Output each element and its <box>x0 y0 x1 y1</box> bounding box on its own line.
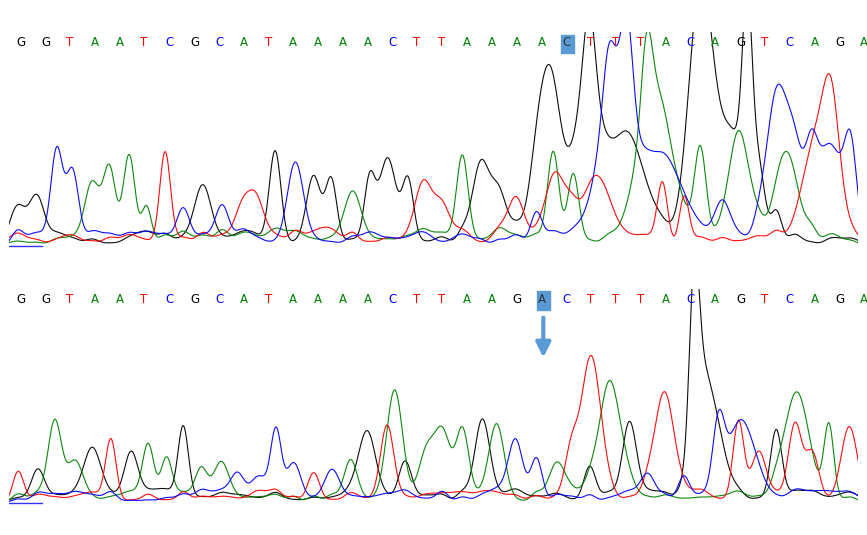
Text: A: A <box>364 36 372 49</box>
Text: A: A <box>711 293 720 306</box>
Text: A: A <box>240 36 248 49</box>
Text: A: A <box>314 36 323 49</box>
Text: A: A <box>463 36 471 49</box>
Bar <box>561 35 575 53</box>
Text: A: A <box>811 36 818 49</box>
Text: A: A <box>115 293 124 306</box>
Text: A: A <box>860 36 867 49</box>
Text: T: T <box>414 36 420 49</box>
Text: T: T <box>612 36 619 49</box>
Text: C: C <box>786 293 794 306</box>
Text: A: A <box>91 36 99 49</box>
Text: A: A <box>811 293 818 306</box>
Text: A: A <box>662 36 669 49</box>
Text: G: G <box>736 293 745 306</box>
Text: T: T <box>438 293 446 306</box>
Text: G: G <box>736 36 745 49</box>
Text: A: A <box>538 36 545 49</box>
Text: C: C <box>166 293 173 306</box>
Text: A: A <box>115 36 124 49</box>
Text: T: T <box>264 293 271 306</box>
Text: G: G <box>835 293 844 306</box>
Text: A: A <box>91 293 99 306</box>
Text: A: A <box>463 293 471 306</box>
Text: T: T <box>140 36 147 49</box>
Text: T: T <box>414 293 420 306</box>
Text: C: C <box>786 36 794 49</box>
Text: A: A <box>290 36 297 49</box>
Bar <box>537 292 550 310</box>
Text: T: T <box>761 293 768 306</box>
Text: C: C <box>687 36 694 49</box>
Text: A: A <box>662 293 669 306</box>
Text: A: A <box>538 293 545 306</box>
Text: G: G <box>190 36 199 49</box>
Text: A: A <box>488 293 496 306</box>
Text: A: A <box>240 293 248 306</box>
Text: T: T <box>636 36 644 49</box>
Text: C: C <box>215 36 223 49</box>
Text: T: T <box>140 293 147 306</box>
Text: G: G <box>190 293 199 306</box>
Text: G: G <box>16 293 25 306</box>
Text: C: C <box>166 36 173 49</box>
Text: G: G <box>512 293 522 306</box>
Text: T: T <box>264 36 271 49</box>
Text: A: A <box>314 293 323 306</box>
Text: A: A <box>339 36 347 49</box>
Text: A: A <box>488 36 496 49</box>
Text: A: A <box>364 293 372 306</box>
Text: A: A <box>512 36 521 49</box>
Text: G: G <box>42 36 50 49</box>
Text: C: C <box>388 293 397 306</box>
Text: A: A <box>339 293 347 306</box>
Text: G: G <box>42 293 50 306</box>
Text: C: C <box>388 36 397 49</box>
Text: T: T <box>438 36 446 49</box>
Text: C: C <box>563 36 570 49</box>
Text: T: T <box>636 293 644 306</box>
Text: A: A <box>711 36 720 49</box>
Text: T: T <box>587 36 595 49</box>
Text: C: C <box>687 293 694 306</box>
Text: G: G <box>835 36 844 49</box>
Text: A: A <box>860 293 867 306</box>
Text: T: T <box>587 293 595 306</box>
Text: C: C <box>563 293 570 306</box>
Text: T: T <box>761 36 768 49</box>
Text: T: T <box>66 36 74 49</box>
Text: A: A <box>290 293 297 306</box>
Text: G: G <box>16 36 25 49</box>
Text: C: C <box>215 293 223 306</box>
Text: T: T <box>66 293 74 306</box>
Text: T: T <box>612 293 619 306</box>
